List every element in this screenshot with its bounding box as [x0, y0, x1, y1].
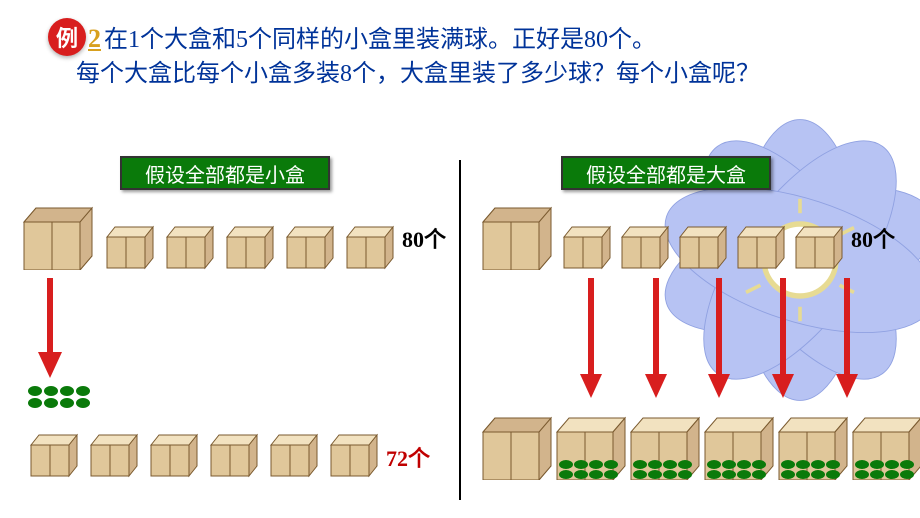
- left-arrow-icon: [34, 278, 66, 378]
- right-banner: 假设全部都是大盒: [561, 156, 771, 190]
- big-box-filled-icon: [849, 410, 920, 485]
- small-box-icon: [208, 430, 260, 483]
- small-box-icon: [104, 222, 156, 275]
- small-box-icon: [148, 430, 200, 483]
- example-number: 2: [88, 24, 101, 54]
- count-label: 80个: [851, 222, 895, 254]
- big-box-filled-icon: [701, 410, 777, 485]
- small-box-icon: [164, 222, 216, 275]
- small-box-icon: [284, 222, 336, 275]
- left-bottom-row: 72个: [20, 430, 430, 483]
- left-column: 假设全部都是小盒 80个: [0, 150, 459, 510]
- small-box-icon: [88, 430, 140, 483]
- small-box-icon: [793, 222, 845, 275]
- small-box-icon: [328, 430, 380, 483]
- big-box-filled-icon: [627, 410, 703, 485]
- count-label: 80个: [402, 222, 446, 254]
- count-label: 72个: [386, 441, 430, 473]
- small-box-icon: [28, 430, 80, 483]
- big-box-icon: [479, 410, 555, 485]
- example-badge-icon: 例: [48, 18, 86, 56]
- right-arrow-icon: [577, 278, 605, 400]
- right-arrow-icon: [769, 278, 797, 400]
- example-header: 例 2: [48, 18, 105, 56]
- left-top-row: 80个: [20, 200, 446, 275]
- big-box-filled-icon: [553, 410, 629, 485]
- small-box-icon: [224, 222, 276, 275]
- right-top-row: 80个: [479, 200, 895, 275]
- right-column: 假设全部都是大盒 80个: [461, 150, 920, 510]
- right-arrow-icon: [642, 278, 670, 400]
- small-box-icon: [268, 430, 320, 483]
- small-box-icon: [677, 222, 729, 275]
- small-box-icon: [344, 222, 396, 275]
- big-box-filled-icon: [775, 410, 851, 485]
- problem-line2: 每个大盒比每个小盒多装8个，大盒里装了多少球？每个小盒呢？: [76, 58, 884, 92]
- problem-text: 在1个大盒和5个同样的小盒里装满球。正好是80个。 每个大盒比每个小盒多装8个，…: [104, 24, 884, 91]
- small-box-icon: [735, 222, 787, 275]
- right-bottom-row: 120个: [479, 410, 920, 485]
- big-box-icon: [20, 200, 96, 275]
- small-box-icon: [561, 222, 613, 275]
- big-box-icon: [479, 200, 555, 275]
- small-box-icon: [619, 222, 671, 275]
- left-removed-balls: [28, 386, 90, 408]
- right-arrow-icon: [833, 278, 861, 400]
- right-arrow-icon: [705, 278, 733, 400]
- problem-line1: 在1个大盒和5个同样的小盒里装满球。正好是80个。: [104, 27, 656, 53]
- left-banner: 假设全部都是小盒: [120, 156, 330, 190]
